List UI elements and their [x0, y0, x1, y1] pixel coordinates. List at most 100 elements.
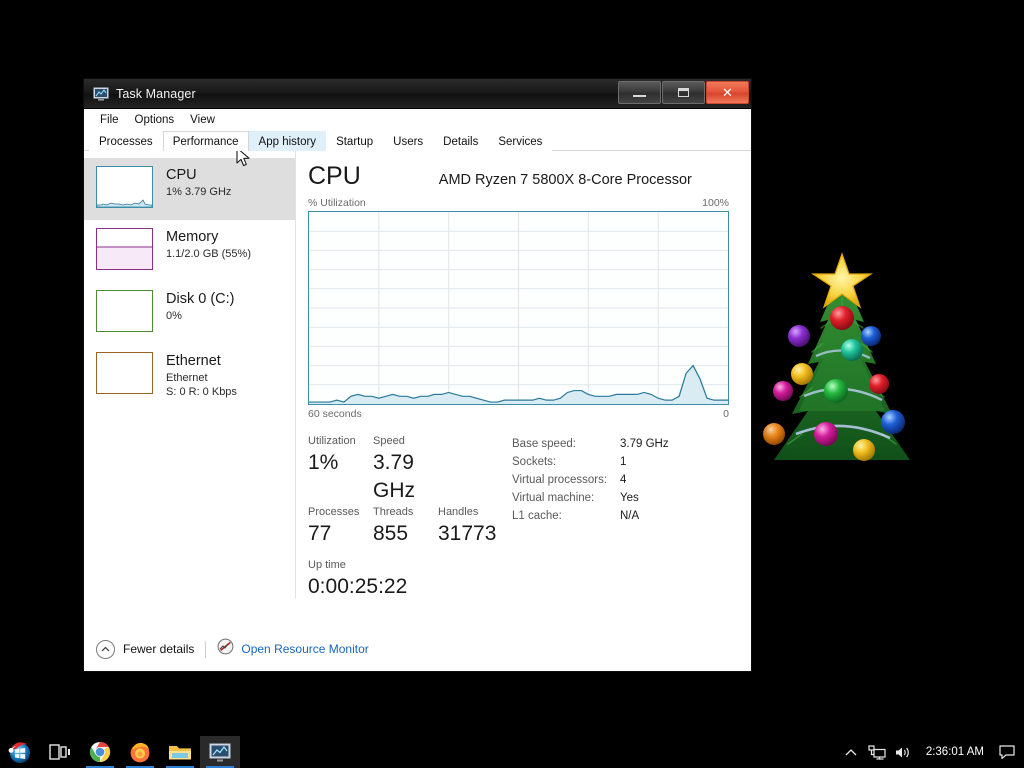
stat-value: 4: [620, 474, 627, 486]
sidebar-item-sub: 0%: [166, 310, 182, 322]
stat-value: N/A: [620, 510, 640, 522]
stats-row-2: Processes 77 Threads 855 Handles 31773: [308, 505, 504, 548]
sidebar-cpu-text: CPU 1% 3.79 GHz: [166, 166, 231, 199]
system-tray[interactable]: 2:36:01 AM: [838, 736, 1024, 768]
stat-label: Virtual machine:: [512, 492, 595, 504]
stat-label: Utilization: [308, 435, 356, 447]
sidebar-item-ethernet[interactable]: Ethernet Ethernet S: 0 R: 0 Kbps: [84, 344, 296, 406]
graph-axis-top: % Utilization 100%: [308, 197, 729, 209]
firefox-button[interactable]: [120, 736, 160, 768]
resource-monitor-icon: [217, 638, 234, 660]
stat-value: 77: [308, 522, 332, 545]
sidebar-item-disk[interactable]: Disk 0 (C:) 0%: [84, 282, 296, 344]
graph-x-end: 0: [723, 408, 729, 420]
tab-users[interactable]: Users: [383, 131, 434, 151]
stat-label: Up time: [308, 559, 346, 571]
cpu-stats: Utilization 1% Speed 3.79 GHz Processes: [308, 434, 729, 548]
start-button[interactable]: [0, 736, 40, 768]
resource-list[interactable]: CPU 1% 3.79 GHz Memory 1.1/2.0 GB (55%): [84, 151, 296, 629]
stat-value: Yes: [620, 492, 639, 504]
window-title: Task Manager: [116, 86, 196, 101]
taskbar[interactable]: 2:36:01 AM: [0, 736, 1024, 768]
sidebar-item-sub: Ethernet: [166, 372, 208, 384]
minimize-icon: [633, 94, 646, 97]
stat-value: 31773: [438, 522, 497, 545]
memory-thumbnail: [96, 228, 153, 270]
cpu-detail-pane: CPU AMD Ryzen 7 5800X 8-Core Processor %…: [296, 151, 751, 629]
cpu-utilization-graph[interactable]: [308, 211, 729, 405]
tab-details[interactable]: Details: [433, 131, 489, 151]
sidebar-item-label: Disk 0 (C:): [166, 291, 235, 307]
open-resource-monitor-link[interactable]: Open Resource Monitor: [217, 638, 369, 660]
sidebar-item-sub2: S: 0 R: 0 Kbps: [166, 386, 237, 398]
stat-threads: Threads 855: [373, 505, 438, 548]
tab-performance[interactable]: Performance: [162, 131, 249, 151]
disk-thumbnail: [96, 290, 153, 332]
stat-virtual-machine: Virtual machine: Yes: [512, 489, 669, 507]
file-explorer-button[interactable]: [160, 736, 200, 768]
stat-utilization: Utilization 1%: [308, 434, 373, 505]
sidebar-disk-text: Disk 0 (C:) 0%: [166, 290, 234, 323]
task-manager-button[interactable]: [200, 736, 240, 768]
stat-base-speed: Base speed: 3.79 GHz: [512, 435, 669, 453]
ethernet-thumbnail: [96, 352, 153, 394]
stat-label: L1 cache:: [512, 510, 562, 522]
tab-processes[interactable]: Processes: [89, 131, 163, 151]
stat-l1-cache: L1 cache: N/A: [512, 507, 669, 525]
stat-processes: Processes 77: [308, 505, 373, 548]
task-view-button[interactable]: [40, 736, 80, 768]
clock[interactable]: 2:36:01 AM: [925, 746, 984, 758]
action-center-icon[interactable]: [994, 736, 1020, 768]
graph-y-label: % Utilization: [308, 197, 366, 209]
stat-handles: Handles 31773: [438, 505, 504, 548]
sidebar-item-cpu[interactable]: CPU 1% 3.79 GHz: [84, 158, 296, 220]
window-controls[interactable]: ✕: [618, 81, 749, 104]
title-bar[interactable]: Task Manager ✕: [84, 79, 751, 109]
chevron-up-icon: [96, 639, 115, 659]
fewer-details-label: Fewer details: [123, 642, 195, 656]
show-hidden-icons-button[interactable]: [838, 736, 864, 768]
graph-y-max: 100%: [702, 197, 729, 209]
task-manager-icon: [93, 86, 109, 101]
volume-icon[interactable]: [890, 736, 916, 768]
menu-item-view[interactable]: View: [190, 113, 215, 126]
cpu-model-label: AMD Ryzen 7 5800X 8-Core Processor: [438, 172, 692, 188]
close-button[interactable]: ✕: [706, 81, 749, 104]
tab-startup[interactable]: Startup: [326, 131, 384, 151]
open-resource-monitor-label: Open Resource Monitor: [241, 642, 369, 656]
maximize-icon: [678, 88, 689, 97]
christmas-tree-wallpaper: [752, 248, 932, 488]
cpu-thumbnail: [96, 166, 153, 208]
tab-services[interactable]: Services: [488, 131, 553, 151]
tab-app-history[interactable]: App history: [248, 131, 327, 151]
close-icon: ✕: [722, 85, 733, 100]
menu-item-options[interactable]: Options: [134, 113, 175, 126]
stat-label: Virtual processors:: [512, 474, 608, 486]
network-icon[interactable]: [864, 736, 890, 768]
stat-value: 1: [620, 456, 627, 468]
stat-label: Base speed:: [512, 438, 576, 450]
sidebar-item-sub: 1% 3.79 GHz: [166, 186, 232, 198]
maximize-button[interactable]: [662, 81, 705, 104]
stat-value: 855: [373, 522, 409, 545]
stat-label: Sockets:: [512, 456, 557, 468]
tab-strip[interactable]: Processes Performance App history Startu…: [84, 130, 751, 151]
sidebar-item-label: Ethernet: [166, 353, 221, 369]
minimize-button[interactable]: [618, 81, 661, 104]
menu-item-file[interactable]: File: [100, 113, 119, 126]
cpu-header: CPU AMD Ryzen 7 5800X 8-Core Processor: [308, 161, 729, 191]
stat-label: Threads: [373, 506, 414, 518]
sidebar-ethernet-text: Ethernet Ethernet S: 0 R: 0 Kbps: [166, 352, 237, 399]
stat-value: 3.79 GHz: [620, 438, 669, 450]
sidebar-item-memory[interactable]: Memory 1.1/2.0 GB (55%): [84, 220, 296, 282]
stats-row-1: Utilization 1% Speed 3.79 GHz: [308, 434, 504, 505]
footer-divider: [205, 640, 207, 658]
chrome-button[interactable]: [80, 736, 120, 768]
stat-value: 3.79 GHz: [373, 451, 415, 502]
task-manager-window[interactable]: Task Manager ✕ File Options View Process…: [83, 78, 752, 672]
graph-axis-bottom: 60 seconds 0: [308, 408, 729, 420]
fewer-details-button[interactable]: Fewer details: [96, 639, 195, 659]
menu-bar[interactable]: File Options View: [84, 109, 751, 130]
stat-value: 0:00:25:22: [308, 575, 408, 598]
